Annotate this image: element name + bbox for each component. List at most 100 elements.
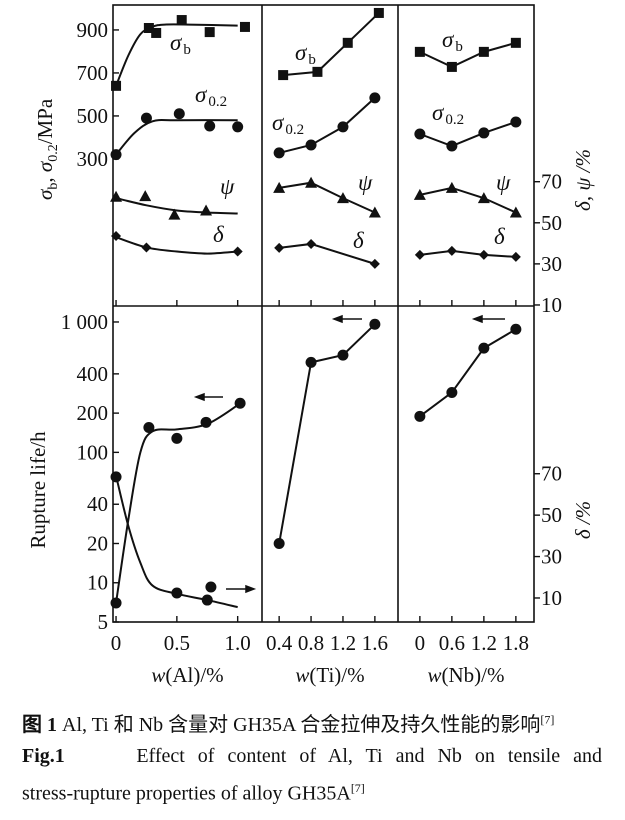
x-tick-label: 0.4 [266, 631, 293, 655]
data-point-delta [232, 246, 243, 257]
caption-en-line1: Fig.1 Effect of content of Al, Ti and Nb … [22, 745, 602, 768]
data-point-bottom-rupture [305, 356, 317, 368]
series-label-psi: ψ [496, 170, 511, 195]
series-line-delta [115, 236, 238, 255]
data-point-bottom-rupture [200, 416, 212, 428]
caption-cn-prefix: 图 1 [22, 714, 57, 736]
series-line-bottom-rupture [278, 323, 376, 544]
series-line-sigma-02 [419, 121, 517, 148]
data-point-sigma-b [446, 61, 457, 72]
x-tick-label: 0.6 [439, 631, 465, 655]
data-point-sigma-b [151, 27, 162, 38]
y-tick-right-label: 10 [541, 293, 562, 317]
data-point-bottom-delta [110, 471, 122, 483]
caption-en-line2: stress-rupture properties of alloy GH35A… [22, 781, 625, 806]
series-line-sigma-02 [278, 97, 376, 154]
data-point-psi [336, 192, 349, 204]
data-point-bottom-rupture [414, 410, 426, 422]
y-tick-right-label: 70 [541, 170, 562, 194]
data-point-sigma-02 [305, 139, 317, 151]
data-point-delta [111, 230, 122, 241]
data-point-sigma-b [342, 37, 353, 48]
x-tick-label: 0 [111, 631, 122, 655]
x-axis-label-nb: w(Nb)/% [428, 663, 505, 687]
data-point-delta [414, 249, 425, 260]
caption-cn-text: Al, Ti 和 Nb 含量对 GH35A 合金拉伸及持久性能的影响 [57, 714, 541, 736]
caption-cn: 图 1 Al, Ti 和 Nb 含量对 GH35A 合金拉伸及持久性能的影响[7… [22, 708, 622, 737]
data-point-sigma-b [478, 46, 489, 57]
data-point-sigma-b [510, 37, 521, 48]
data-point-sigma-02 [478, 127, 490, 139]
y-tick-label: 900 [77, 18, 109, 42]
x-tick-label: 1.0 [225, 631, 251, 655]
y-tick-label: 40 [87, 492, 108, 516]
series-label-delta: δ [213, 222, 224, 247]
data-point-bottom-delta [205, 581, 217, 593]
data-point-sigma-02 [273, 147, 285, 159]
x-tick-label: 1.6 [362, 631, 388, 655]
data-point-psi [110, 190, 123, 202]
caption-en-text-2: stress-rupture properties of alloy GH35A [22, 782, 351, 805]
y-tick-label: 10 [87, 571, 108, 595]
y-tick-label: 700 [77, 61, 109, 85]
series-label-psi: ψ [358, 170, 373, 195]
data-point-sigma-02 [337, 121, 349, 133]
series-label-delta: δ [353, 228, 364, 253]
y-tick-label: 5 [98, 610, 109, 634]
data-point-psi [509, 206, 522, 218]
y-tick-label: 200 [77, 401, 109, 425]
series-label-sigma_02: σ 0.2 [272, 110, 304, 138]
data-point-psi [305, 176, 318, 188]
y-tick-right-label: 10 [541, 586, 562, 610]
axis-arrows [193, 314, 505, 594]
x-tick-label: 0.8 [298, 631, 324, 655]
data-point-bottom-rupture [369, 318, 381, 330]
data-point-sigma-b [373, 7, 384, 18]
data-point-psi [200, 204, 213, 216]
data-point-bottom-rupture [143, 422, 155, 434]
series-label-psi: ψ [220, 174, 235, 199]
data-point-sigma-b [414, 46, 425, 57]
data-point-psi [139, 190, 152, 202]
y-tick-right-label: 70 [541, 462, 562, 486]
data-point-psi [368, 206, 381, 218]
data-point-bottom-rupture [273, 537, 285, 549]
data-point-sigma-02 [204, 120, 216, 132]
data-point-sigma-02 [510, 116, 522, 128]
data-point-sigma-b [278, 70, 289, 81]
x-tick-label: 1.8 [503, 631, 529, 655]
data-point-sigma-02 [414, 128, 426, 140]
y-tick-right-label: 50 [541, 503, 562, 527]
data-point-sigma-b [204, 27, 215, 38]
series-line-bottom-rupture [419, 328, 517, 418]
data-point-sigma-b [239, 21, 250, 32]
x-tick-label: 1.2 [330, 631, 356, 655]
caption-en-text-1: Effect of content of Al, Ti and Nb on te… [136, 745, 602, 767]
series-line-sigma-b [419, 41, 517, 69]
data-point-bottom-rupture [171, 432, 183, 444]
y-tick-right-label: 50 [541, 211, 562, 235]
data-point-bottom-rupture [234, 397, 246, 409]
top-left-axis-label: σb, σ0.2/MPa [33, 98, 61, 200]
series-label-delta: δ [494, 224, 505, 249]
series-line-delta [419, 249, 516, 258]
y-tick-label: 500 [77, 104, 109, 128]
series-label-sigma_02: σ 0.2 [195, 82, 227, 110]
data-point-delta [306, 238, 317, 249]
data-point-sigma-b [176, 15, 187, 26]
data-point-bottom-rupture [110, 597, 122, 609]
series-line-psi [419, 186, 517, 214]
x-axis-label-ti: w(Ti)/% [295, 663, 364, 687]
y-tick-label: 400 [77, 362, 109, 386]
data-point-bottom-delta [171, 587, 183, 599]
bottom-left-axis-label: Rupture life/h [26, 431, 50, 549]
series-line-sigma-b [283, 12, 380, 77]
x-tick-label: 0.5 [164, 631, 190, 655]
data-point-delta [274, 242, 285, 253]
y-tick-label: 1 000 [61, 310, 108, 334]
series-label-sigma_02: σ 0.2 [432, 100, 464, 128]
x-tick-label: 1.2 [471, 631, 497, 655]
x-axis-label-al: w(Al)/% [151, 663, 223, 687]
y-tick-right-label: 30 [541, 545, 562, 569]
